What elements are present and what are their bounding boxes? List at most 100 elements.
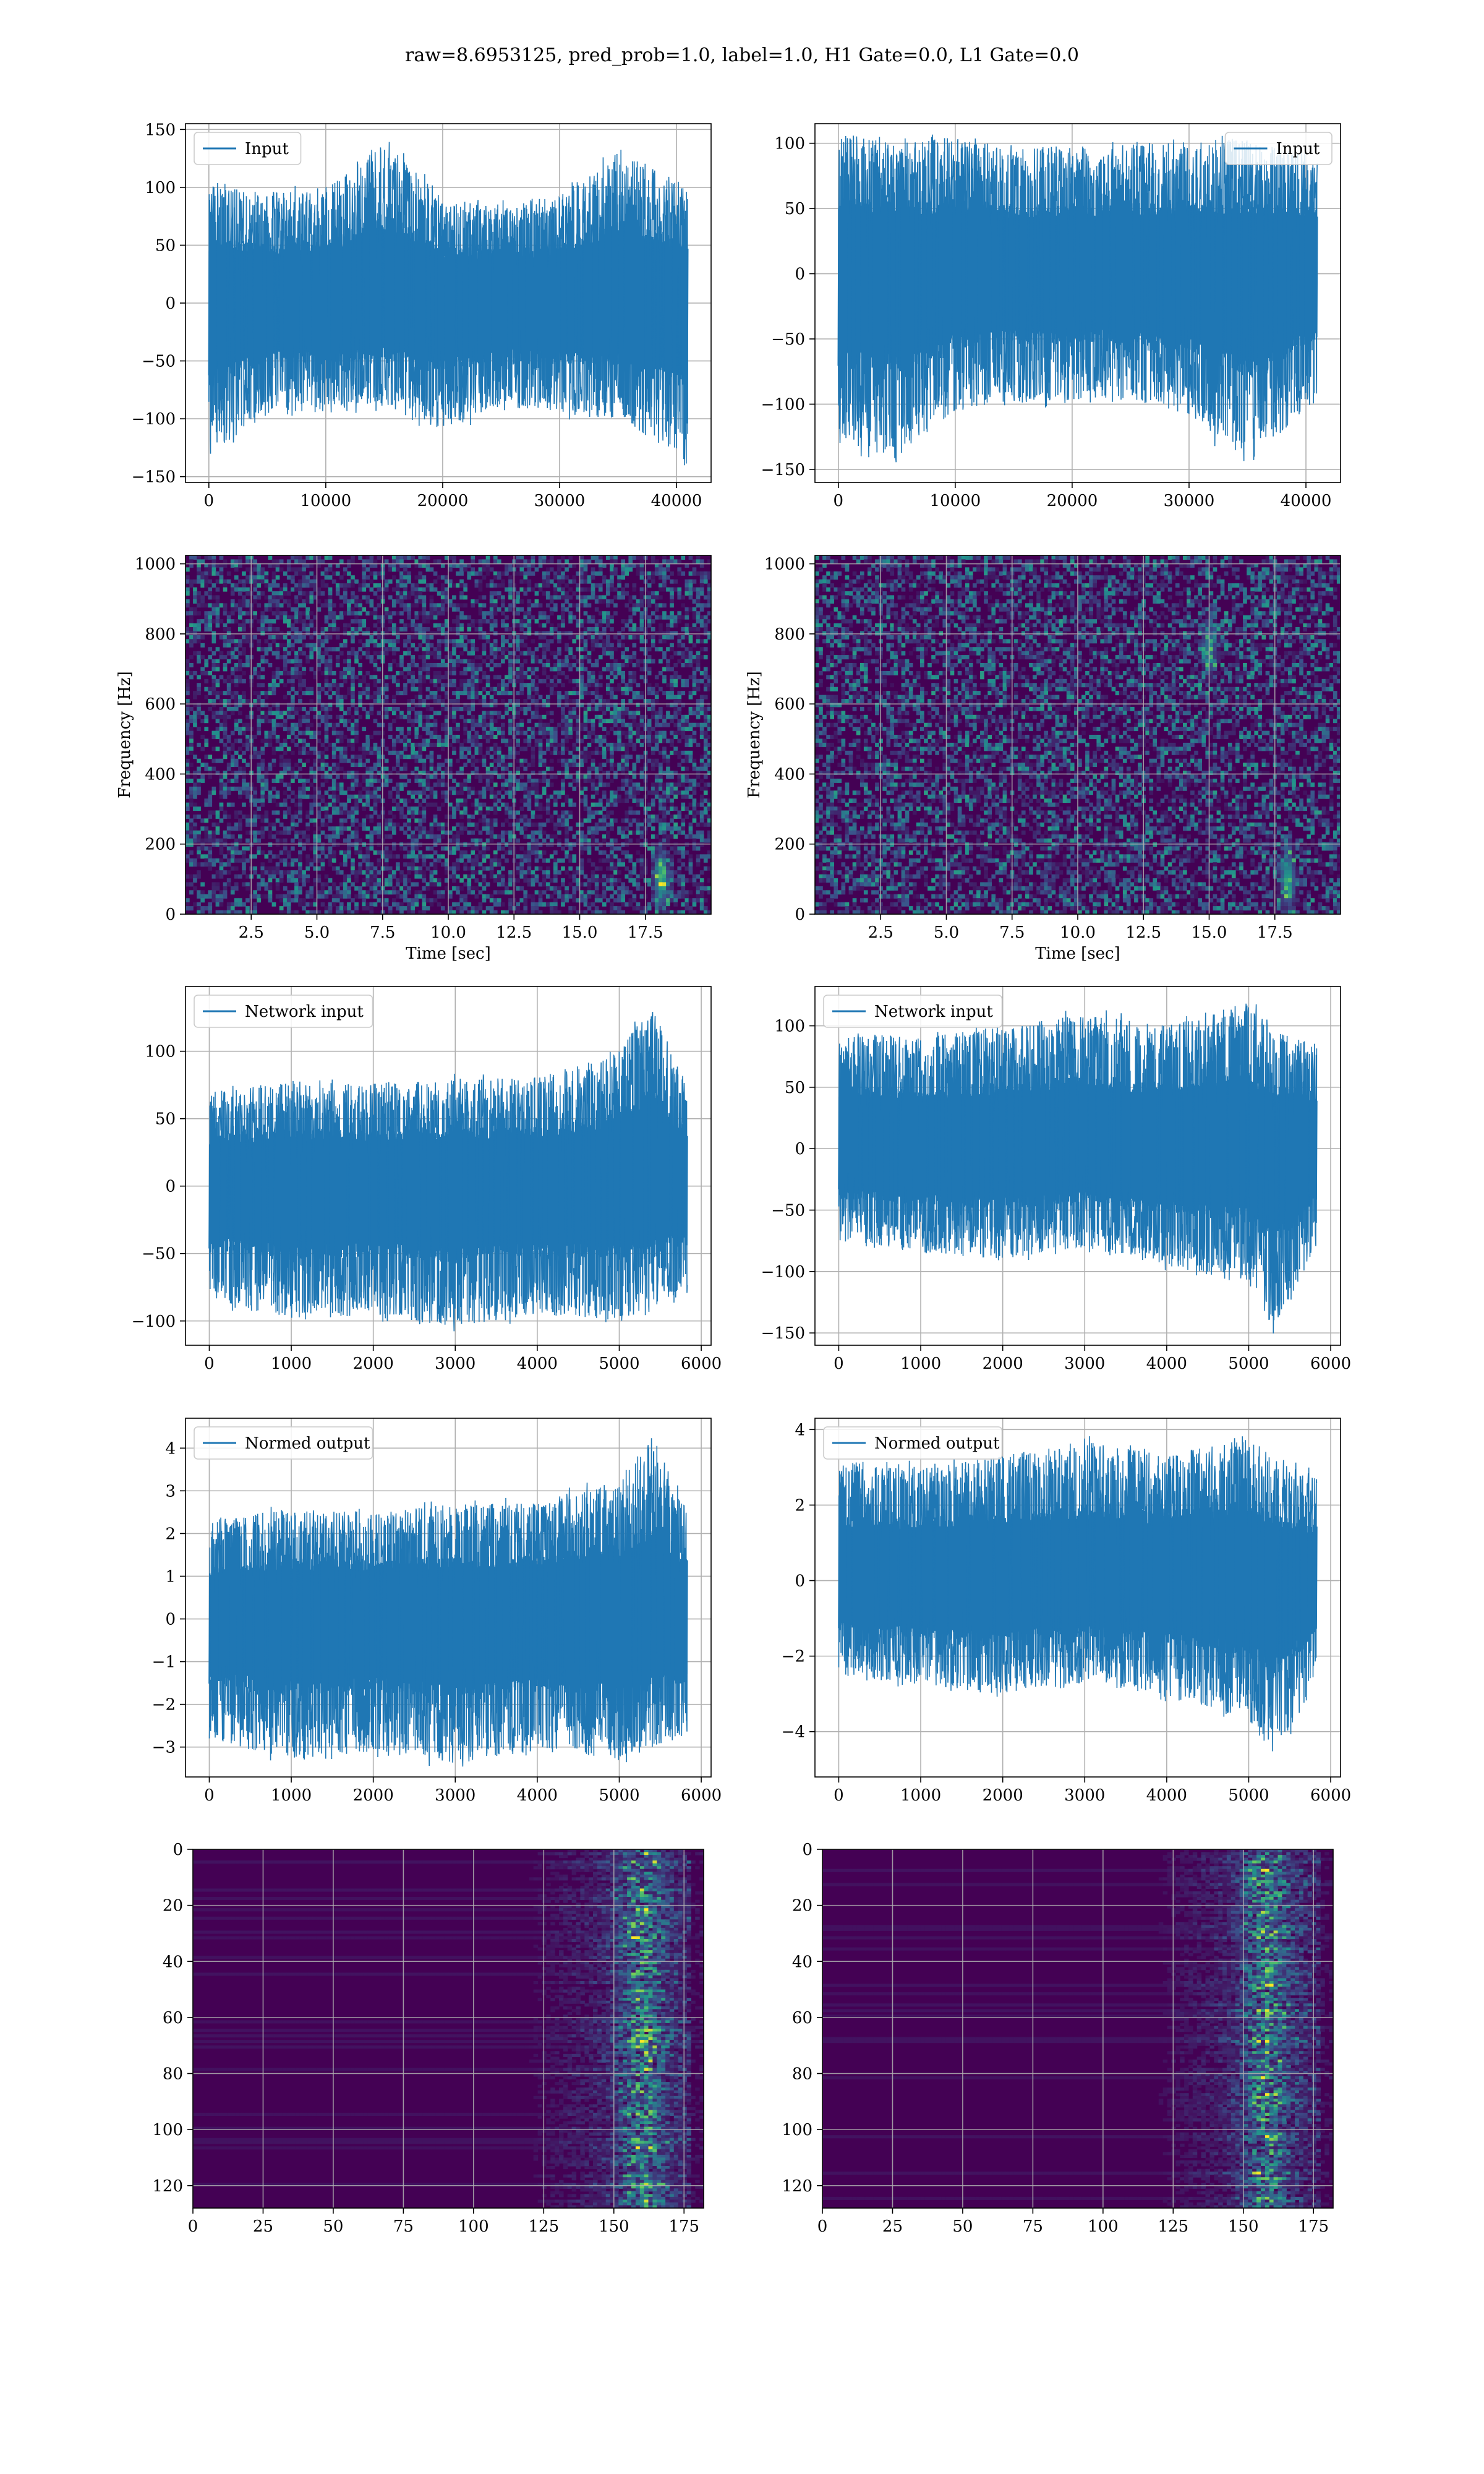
x-tick-label: 10000: [930, 492, 981, 510]
plot-area: [193, 1849, 704, 2208]
x-tick-label: 0: [204, 1355, 215, 1373]
x-tick-label: 15.0: [562, 923, 598, 942]
y-tick-label: 400: [145, 765, 176, 784]
legend: Network input: [823, 995, 1003, 1028]
legend-box: [194, 995, 373, 1028]
y-axis-label: Frequency [Hz]: [116, 671, 134, 798]
series-line: [208, 1012, 688, 1332]
chart-l1-spectrogram: 2.5 5.0 7.5 10.0 12.5 15.0 17.5 0 200 400 600 800 10…: [745, 555, 1341, 963]
y-tick-label: 100: [145, 179, 176, 197]
y-tick-label: 120: [152, 2177, 183, 2196]
x-tick-label: 20000: [417, 492, 469, 510]
legend-box: [194, 132, 302, 165]
y-tick-label: 50: [155, 1110, 176, 1129]
x-tick-label: 100: [458, 2217, 489, 2236]
heatmap-cells: [186, 555, 711, 914]
x-tick-label: 15.0: [1192, 923, 1227, 942]
x-tick-label: 0: [188, 2217, 198, 2236]
y-tick-label: 200: [774, 836, 805, 854]
y-tick-label: 0: [795, 905, 805, 924]
x-tick-label: 10.0: [1060, 923, 1096, 942]
series-line: [838, 1436, 1318, 1752]
x-axis-label: Time [sec]: [406, 944, 491, 963]
x-tick-label: 75: [1023, 2217, 1043, 2236]
plot-area: [208, 1438, 688, 1767]
x-tick-label: 75: [393, 2217, 414, 2236]
y-tick-label: 50: [785, 200, 805, 218]
chart-h1-input: 0 10000 20000 30000 40000 −150 −100 −50 0 50 100 15…: [132, 121, 712, 510]
x-tick-label: 0: [834, 492, 844, 510]
legend: Input: [1224, 132, 1333, 165]
axes-frame: [814, 1418, 1341, 1778]
legend-label: Input: [1276, 140, 1320, 158]
legend-box: [823, 1426, 1003, 1460]
y-tick-label: 100: [782, 2121, 812, 2139]
x-tick-label: 40000: [651, 492, 702, 510]
y-axis-label: Frequency [Hz]: [745, 671, 764, 798]
y-tick-label: 0: [165, 1178, 176, 1196]
y-tick-label: 1000: [135, 555, 176, 574]
y-tick-label: 0: [173, 1841, 183, 1859]
chart-l1-feature-map: 0 25 50 75 100 125 150 175 0 20 40 60 80 100 120: [782, 1841, 1334, 2236]
y-tick-label: −100: [132, 1312, 176, 1331]
chart-l1-network-input: 0 1000 2000 3000 4000 5000 6000 −150 −100 −50 0 50 1…: [761, 986, 1351, 1373]
x-tick-label: 4000: [1146, 1355, 1187, 1373]
heatmap-cells: [822, 1849, 1333, 2208]
plot-area: [838, 1003, 1318, 1334]
series-line: [208, 142, 688, 466]
y-tick-label: 20: [163, 1897, 183, 1915]
y-tick-label: −50: [142, 353, 176, 371]
x-tick-label: 25: [882, 2217, 903, 2236]
y-tick-label: −2: [782, 1648, 805, 1666]
chart-h1-feature-map: 0 25 50 75 100 125 150 175 0 20 40 60 80 100 120: [152, 1841, 704, 2236]
x-axis-label: Time [sec]: [1035, 944, 1120, 963]
y-tick-label: 2: [165, 1525, 176, 1543]
x-tick-label: 5.0: [934, 923, 959, 942]
plot-area: [208, 142, 689, 466]
y-tick-label: −50: [142, 1245, 176, 1264]
x-tick-label: 40000: [1281, 492, 1332, 510]
y-tick-label: −50: [771, 330, 805, 349]
heatmap-cells: [193, 1849, 704, 2208]
x-tick-label: 1000: [271, 1355, 312, 1373]
y-tick-label: −100: [761, 395, 805, 414]
x-tick-label: 6000: [681, 1786, 722, 1805]
axes-frame: [814, 123, 1341, 483]
x-tick-label: 12.5: [1125, 923, 1161, 942]
y-tick-label: −100: [132, 410, 176, 429]
y-tick-label: 0: [165, 905, 176, 924]
y-tick-label: 0: [795, 1572, 805, 1591]
x-tick-label: 6000: [1310, 1786, 1351, 1805]
x-tick-label: 125: [528, 2217, 559, 2236]
x-tick-label: 150: [599, 2217, 629, 2236]
legend: Input: [194, 132, 302, 165]
x-tick-label: 2000: [983, 1355, 1023, 1373]
y-tick-label: 0: [802, 1841, 812, 1859]
x-tick-label: 3000: [1064, 1786, 1105, 1805]
x-tick-label: 1000: [900, 1786, 941, 1805]
y-tick-label: 400: [774, 765, 805, 784]
x-tick-label: 10000: [301, 492, 352, 510]
x-tick-label: 6000: [1310, 1355, 1351, 1373]
series-line: [208, 1438, 688, 1767]
y-tick-label: 50: [785, 1079, 805, 1097]
grid: [192, 1849, 704, 2208]
chart-h1-network-input: 0 1000 2000 3000 4000 5000 6000 −100 −50 0 50 100 Ne…: [132, 986, 722, 1373]
x-tick-label: 175: [1298, 2217, 1329, 2236]
legend-box: [194, 1426, 373, 1460]
x-tick-label: 17.5: [628, 923, 663, 942]
x-tick-label: 5000: [1228, 1786, 1269, 1805]
y-tick-label: −150: [132, 468, 176, 487]
y-tick-label: −150: [761, 1324, 805, 1343]
x-tick-label: 3000: [1064, 1355, 1105, 1373]
y-tick-label: −2: [152, 1696, 176, 1714]
heatmap-cells: [815, 555, 1341, 914]
x-tick-label: 100: [1088, 2217, 1119, 2236]
y-tick-label: 0: [165, 294, 176, 313]
axes-frame: [814, 986, 1341, 1346]
y-tick-label: −150: [761, 461, 805, 479]
axes-frame: [192, 1849, 704, 2209]
x-tick-label: 175: [668, 2217, 699, 2236]
y-tick-label: 4: [165, 1439, 176, 1458]
plot-area: [838, 1436, 1318, 1752]
